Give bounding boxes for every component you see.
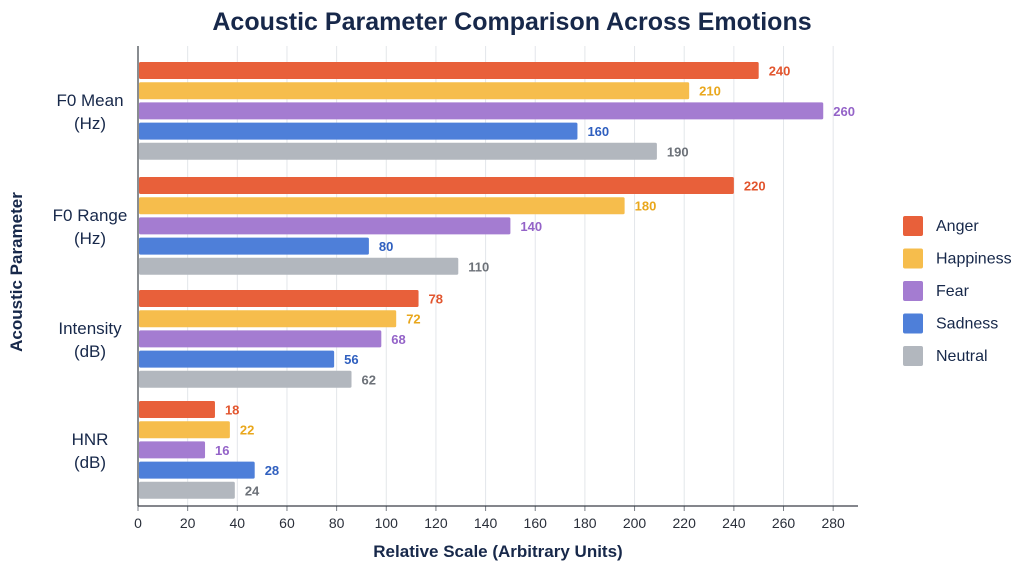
x-tick-label: 160 — [524, 515, 548, 531]
value-label-sadness-1: 80 — [379, 239, 393, 254]
value-label-anger-0: 240 — [769, 64, 791, 79]
value-label-happiness-2: 72 — [406, 312, 420, 327]
bar-happiness-1 — [139, 197, 625, 215]
bar-sadness-3 — [139, 461, 255, 479]
x-tick-label: 260 — [772, 515, 796, 531]
bar-neutral-2 — [139, 370, 352, 388]
category-label-3: HNR (dB) — [72, 430, 109, 472]
bar-happiness-3 — [139, 421, 230, 439]
category-name: HNR — [72, 430, 109, 449]
legend-label-neutral: Neutral — [936, 348, 988, 365]
x-tick-label: 80 — [329, 515, 345, 531]
value-label-sadness-3: 28 — [265, 463, 279, 478]
value-label-fear-0: 260 — [833, 104, 855, 119]
chart-title: Acoustic Parameter Comparison Across Emo… — [212, 8, 811, 36]
category-name: F0 Range — [53, 206, 128, 225]
x-tick-label: 60 — [279, 515, 295, 531]
bar-sadness-1 — [139, 237, 369, 255]
x-tick-label: 0 — [134, 515, 142, 531]
legend-swatch-happiness — [903, 248, 923, 269]
legend-label-happiness: Happiness — [936, 251, 1012, 268]
value-labels: 240 220 78 18 210 180 72 22 260 140 68 16 160 80 56 28 1… — [215, 64, 855, 499]
x-tick-label: 120 — [424, 515, 448, 531]
bar-fear-2 — [139, 330, 382, 348]
value-label-fear-2: 68 — [391, 332, 405, 347]
value-label-neutral-1: 110 — [468, 259, 489, 274]
bar-happiness-0 — [139, 82, 690, 100]
x-tick-label: 220 — [673, 515, 697, 531]
legend-label-anger: Anger — [936, 218, 979, 235]
x-axis-title: Relative Scale (Arbitrary Units) — [373, 542, 622, 561]
bar-anger-0 — [139, 62, 759, 79]
value-label-anger-2: 78 — [429, 292, 443, 307]
bar-neutral-3 — [139, 481, 235, 499]
bar-sadness-0 — [139, 122, 578, 140]
value-label-fear-1: 140 — [520, 219, 542, 234]
y-axis-title: Acoustic Parameter — [7, 192, 26, 352]
category-name: Intensity — [58, 319, 122, 338]
x-tick-label: 280 — [821, 515, 845, 531]
category-name: F0 Mean — [56, 91, 123, 110]
bar-anger-1 — [139, 177, 734, 194]
legend-label-sadness: Sadness — [936, 316, 998, 333]
legend-swatch-fear — [903, 281, 923, 301]
category-label-0: F0 Mean (Hz) — [56, 91, 123, 133]
value-label-happiness-1: 180 — [635, 199, 657, 214]
category-label-1: F0 Range (Hz) — [53, 206, 128, 248]
x-tick-label: 240 — [722, 515, 746, 531]
category-unit: (dB) — [74, 342, 106, 361]
legend: Anger Happiness Fear Sadness Neutral — [903, 216, 1012, 366]
value-label-fear-3: 16 — [215, 443, 229, 458]
legend-swatch-sadness — [903, 313, 923, 334]
value-label-anger-1: 220 — [744, 179, 766, 194]
bar-neutral-1 — [139, 257, 459, 275]
axes — [137, 46, 858, 511]
x-tick-labels: 0 20 40 60 80 100 120 140 160 180 200 220 240 260 280 — [134, 515, 845, 531]
bar-happiness-2 — [139, 310, 397, 328]
legend-label-fear: Fear — [936, 283, 970, 300]
x-tick-label: 200 — [623, 515, 647, 531]
category-unit: (dB) — [74, 453, 106, 472]
bar-sadness-2 — [139, 350, 335, 368]
x-tick-label: 100 — [375, 515, 399, 531]
x-tick-label: 180 — [573, 515, 597, 531]
value-label-happiness-3: 22 — [240, 423, 254, 438]
value-label-neutral-2: 62 — [362, 372, 376, 387]
bar-fear-1 — [139, 217, 511, 235]
bar-fear-0 — [139, 102, 824, 120]
value-label-anger-3: 18 — [225, 403, 239, 418]
bar-anger-3 — [139, 401, 215, 418]
x-tick-label: 40 — [230, 515, 246, 531]
bar-neutral-0 — [139, 142, 657, 160]
legend-swatch-anger — [903, 216, 923, 236]
value-label-neutral-3: 24 — [245, 483, 260, 498]
value-label-sadness-2: 56 — [344, 352, 358, 367]
value-label-neutral-0: 190 — [667, 144, 689, 159]
category-unit: (Hz) — [74, 114, 106, 133]
bars — [139, 62, 824, 499]
bar-fear-3 — [139, 441, 206, 459]
value-label-happiness-0: 210 — [699, 84, 721, 99]
value-label-sadness-0: 160 — [587, 124, 609, 139]
category-labels: F0 Mean (Hz) F0 Range (Hz) Intensity (dB) HNR (… — [53, 91, 128, 472]
category-unit: (Hz) — [74, 229, 106, 248]
x-tick-label: 140 — [474, 515, 498, 531]
bar-anger-2 — [139, 290, 419, 307]
category-label-2: Intensity (dB) — [58, 319, 122, 361]
x-tick-label: 20 — [180, 515, 196, 531]
legend-swatch-neutral — [903, 346, 923, 366]
